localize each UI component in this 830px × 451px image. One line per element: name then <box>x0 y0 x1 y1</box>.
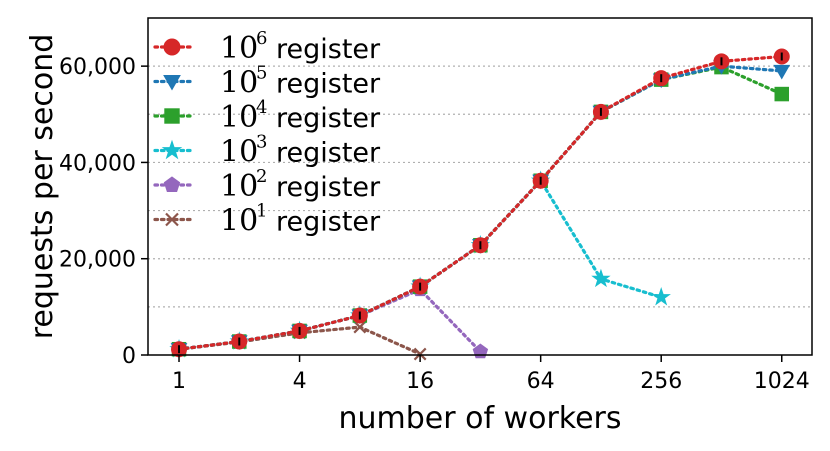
legend-label-base: 10 <box>220 204 258 239</box>
legend-entry-10e3: 103 register <box>153 132 381 170</box>
legend-label-base: 10 <box>220 135 258 170</box>
legend-marker <box>165 212 179 227</box>
legend-label-suffix: register <box>276 172 381 203</box>
legend-label-exponent: 5 <box>256 63 267 84</box>
legend-marker <box>161 139 183 160</box>
data-point <box>591 268 611 288</box>
data-point <box>413 347 427 361</box>
y-tick-label: 60,000 <box>59 55 136 80</box>
legend-label-suffix: register <box>276 34 381 65</box>
data-point <box>353 320 367 334</box>
legend-label-suffix: register <box>276 207 381 238</box>
x-tick-label: 256 <box>640 369 682 394</box>
legend-label-base: 10 <box>220 66 258 101</box>
legend-label-exponent: 3 <box>256 132 267 153</box>
y-axis-title: requests per second <box>25 34 60 340</box>
legend-label-base: 10 <box>220 169 258 204</box>
data-point <box>773 64 791 80</box>
x-tick-label: 16 <box>406 369 434 394</box>
legend-marker <box>164 108 180 124</box>
legend-entry-10e4: 104 register <box>153 97 381 135</box>
legend-label-exponent: 1 <box>256 201 267 222</box>
legend-entry-10e2: 102 register <box>153 166 381 204</box>
x-tick-label: 1 <box>172 369 186 394</box>
y-tick-label: 40,000 <box>59 151 136 176</box>
data-point <box>774 86 790 102</box>
legend-marker <box>163 176 181 192</box>
y-tick-label: 0 <box>122 344 136 369</box>
error-bars <box>178 52 783 354</box>
legend-label-base: 10 <box>220 31 258 66</box>
legend-marker <box>163 38 181 56</box>
legend-entry-10e5: 105 register <box>153 63 381 101</box>
series-line <box>177 54 784 351</box>
x-tick-label: 4 <box>293 369 307 394</box>
legend-marker <box>163 75 181 91</box>
grid-lines <box>148 65 812 308</box>
x-axis-title: number of workers <box>338 401 621 436</box>
legend-label-exponent: 2 <box>256 166 267 187</box>
legend-label-suffix: register <box>276 138 381 169</box>
legend-entry-10e6: 106 register <box>153 28 381 66</box>
legend-label-exponent: 4 <box>256 97 267 118</box>
data-point <box>651 287 671 306</box>
legend-label-suffix: register <box>276 69 381 100</box>
legend-label-exponent: 6 <box>256 28 267 49</box>
series-layer <box>169 48 791 361</box>
legend-label-suffix: register <box>276 103 381 134</box>
legend-label-base: 10 <box>220 100 258 135</box>
y-tick-label: 20,000 <box>59 248 136 273</box>
series-10e2 <box>171 281 489 359</box>
x-tick-label: 64 <box>527 369 555 394</box>
legend-entry-10e1: 101 register <box>153 201 381 239</box>
plot-frame <box>147 17 813 356</box>
x-tick-label: 1024 <box>754 369 810 394</box>
